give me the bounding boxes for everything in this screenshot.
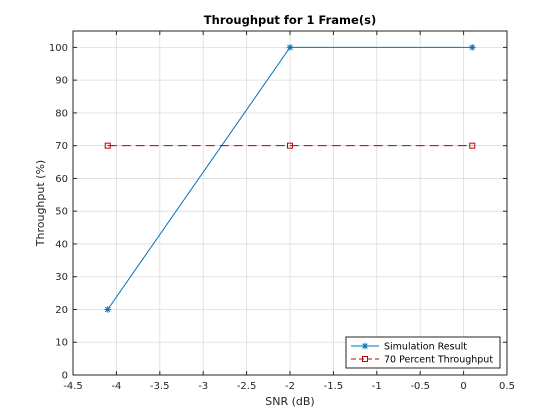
- y-axis-title: Throughput (%): [34, 160, 47, 247]
- legend-box: [345, 336, 501, 369]
- x-tick-label: -3.5: [150, 381, 170, 392]
- legend-item-2: 70 Percent Throughput: [351, 355, 493, 366]
- y-tick-label: 80: [55, 108, 68, 119]
- data-point: [286, 44, 294, 51]
- y-tick-label: 70: [55, 141, 68, 152]
- data-point: [469, 44, 476, 51]
- series-2: [104, 142, 476, 149]
- data-point: [104, 142, 111, 149]
- y-tick-label: 90: [55, 76, 68, 87]
- x-axis-title: SNR (dB): [265, 395, 314, 408]
- marker-stroke: [104, 306, 111, 313]
- y-tick-label: 10: [55, 338, 68, 349]
- legend-item-1: Simulation Result: [351, 342, 467, 353]
- x-tick-label: -1: [372, 381, 382, 392]
- x-tick-label: -2: [285, 381, 295, 392]
- series-layer: [104, 44, 476, 313]
- data-point: [104, 306, 111, 313]
- x-tick-label: -2.5: [237, 381, 257, 392]
- y-tick-labels: 0 10 20 30 40 50 60 70 80 90 100: [49, 43, 68, 382]
- x-tick-label: -3: [198, 381, 208, 392]
- x-tick-label: 0.5: [499, 381, 515, 392]
- x-tick-labels: -4.5 -4 -3.5 -3 -2.5 -2 -1.5 -1 -0.5 0 0.5: [63, 381, 515, 392]
- y-tick-label: 30: [55, 272, 68, 283]
- marker-stroke: [287, 44, 293, 51]
- x-tick-label: 0: [460, 381, 466, 392]
- x-tick-label: -4: [111, 381, 121, 392]
- axis-ticks: [72, 31, 508, 376]
- y-tick-label: 0: [62, 371, 68, 382]
- y-tick-label: 20: [55, 305, 68, 316]
- legend-label: Simulation Result: [384, 342, 467, 353]
- y-tick-label: 40: [55, 239, 68, 250]
- y-tick-label: 60: [55, 174, 68, 185]
- y-tick-label: 50: [55, 207, 68, 218]
- legend-label: 70 Percent Throughput: [384, 355, 493, 366]
- x-tick-label: -4.5: [63, 381, 83, 392]
- marker-stroke: [362, 343, 368, 349]
- data-point: [469, 142, 476, 149]
- y-tick-label: 100: [49, 43, 68, 54]
- legend-marker: [361, 342, 369, 350]
- chart-title: Throughput for 1 Frame(s): [204, 13, 376, 27]
- legend-marker: [362, 356, 368, 362]
- series-1: [104, 44, 476, 313]
- x-tick-label: -0.5: [410, 381, 430, 392]
- legend: Simulation Result 70 Percent Throughput: [345, 336, 501, 369]
- data-point: [287, 142, 293, 149]
- x-tick-label: -1.5: [324, 381, 344, 392]
- marker-stroke: [469, 44, 476, 51]
